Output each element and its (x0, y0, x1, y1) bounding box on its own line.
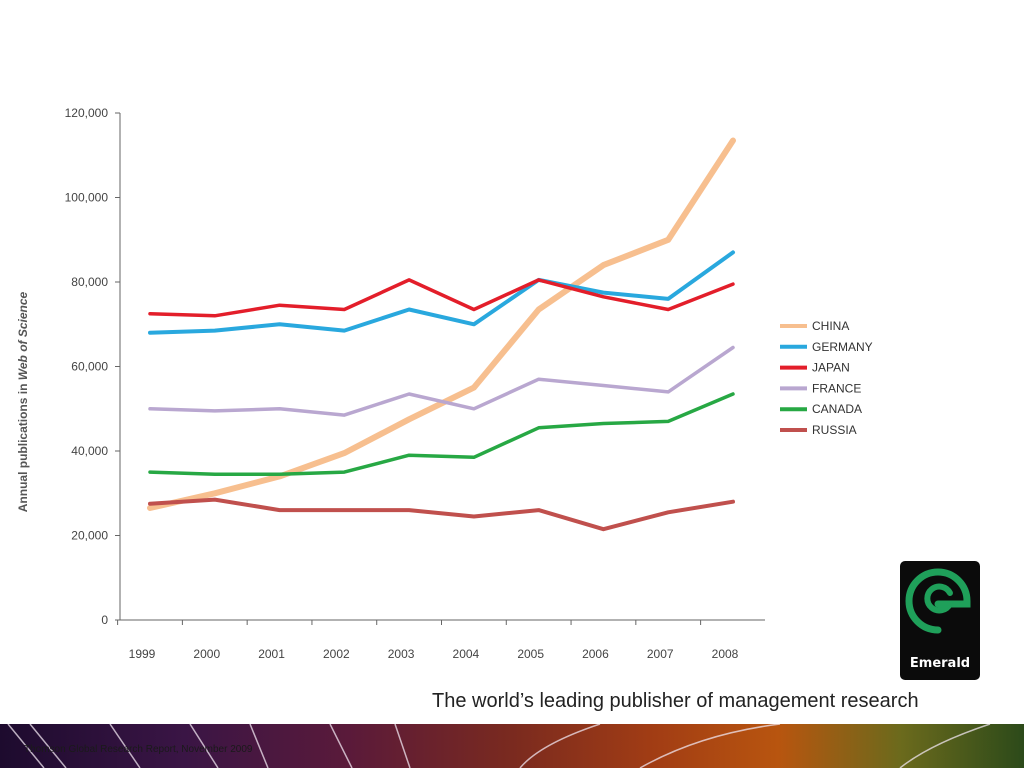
y-axis-title-text: Annual publications in (16, 380, 30, 512)
x-tick-label: 2000 (193, 647, 220, 661)
tagline: The world’s leading publisher of managem… (432, 690, 919, 712)
y-axis-title-italic: Web of Science (16, 291, 30, 380)
series-line-japan (148, 278, 735, 318)
legend-label-russia: RUSSIA (812, 423, 857, 437)
legend: CHINA GERMANY JAPAN FRANCE CANADA RUSSIA (780, 319, 873, 437)
x-tick-label: 2003 (388, 647, 415, 661)
x-tick-label: 2002 (323, 647, 350, 661)
series-line-germany (148, 250, 735, 335)
legend-label-germany: GERMANY (812, 340, 873, 354)
series-line-france (148, 345, 735, 417)
x-tick-label: 1999 (129, 647, 156, 661)
y-axis-title: Annual publications in Web of Science (16, 291, 30, 512)
series-line-canada (148, 392, 735, 476)
footer-band: Thomson Global Research Report, November… (0, 724, 1024, 768)
footer-swoosh-decoration (7, 724, 991, 768)
line-chart: 0 20,000 40,000 60,000 80,000 100,000 120,000 1… (16, 106, 873, 661)
y-tick-label: 0 (101, 613, 108, 627)
x-tick-label: 2001 (258, 647, 285, 661)
x-tick-label: 2004 (453, 647, 480, 661)
source-citation: Thomson Global Research Report, November… (24, 744, 253, 755)
series-line-russia (148, 497, 735, 532)
legend-label-japan: JAPAN (812, 361, 850, 375)
emerald-e-icon (905, 568, 971, 634)
y-tick-label: 80,000 (71, 275, 108, 289)
y-tick-label: 120,000 (65, 106, 109, 120)
y-tick-label: 20,000 (71, 529, 108, 543)
emerald-logo[interactable]: Emerald (900, 561, 980, 680)
x-tick-label: 2007 (647, 647, 674, 661)
x-tick-label: 2006 (582, 647, 609, 661)
axes: 0 20,000 40,000 60,000 80,000 100,000 120,000 1… (16, 106, 765, 661)
series-line-china (147, 137, 736, 511)
y-tick-label: 40,000 (71, 444, 108, 458)
y-tick-label: 60,000 (71, 360, 108, 374)
x-tick-label: 2008 (712, 647, 739, 661)
logo-wordmark: Emerald (909, 656, 971, 671)
legend-label-canada: CANADA (812, 402, 862, 416)
y-tick-label: 100,000 (65, 191, 109, 205)
legend-label-china: CHINA (812, 319, 849, 333)
x-tick-label: 2005 (517, 647, 544, 661)
legend-label-france: FRANCE (812, 381, 861, 395)
series-lines (147, 137, 736, 532)
